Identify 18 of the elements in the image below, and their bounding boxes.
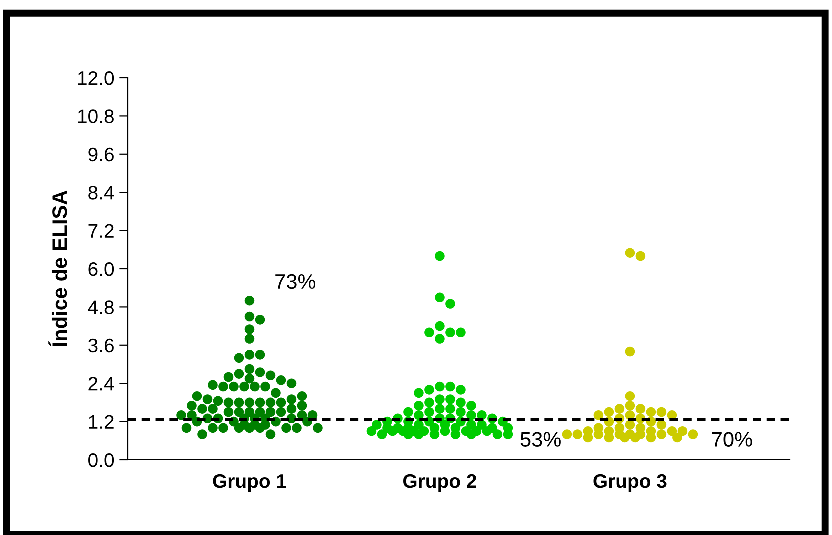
y-tick-label: 1.2 xyxy=(89,415,114,429)
y-tick-label: 8.4 xyxy=(88,186,114,200)
y-tick-label: 10.8 xyxy=(78,110,114,124)
y-tick-label: 6.0 xyxy=(88,262,114,276)
y-tick-label: 4.8 xyxy=(88,300,114,314)
y-tick-label: 0.0 xyxy=(88,453,114,468)
y-axis-title: Índice de ELISA xyxy=(48,190,68,347)
annotation: 70% xyxy=(712,432,752,447)
y-tick-label: 3.6 xyxy=(88,338,114,353)
annotation: 53% xyxy=(520,432,561,447)
x-tick-label: Grupo 1 xyxy=(213,474,286,492)
x-tick-label: Grupo 3 xyxy=(594,474,667,492)
x-tick-label: Grupo 2 xyxy=(404,474,476,492)
y-tick-label: 12.0 xyxy=(78,71,114,86)
y-tick-label: 9.6 xyxy=(88,148,114,162)
y-tick-label: 7.2 xyxy=(88,224,114,238)
y-tick-label: 2.4 xyxy=(88,377,114,391)
annotation: 73% xyxy=(276,274,316,290)
